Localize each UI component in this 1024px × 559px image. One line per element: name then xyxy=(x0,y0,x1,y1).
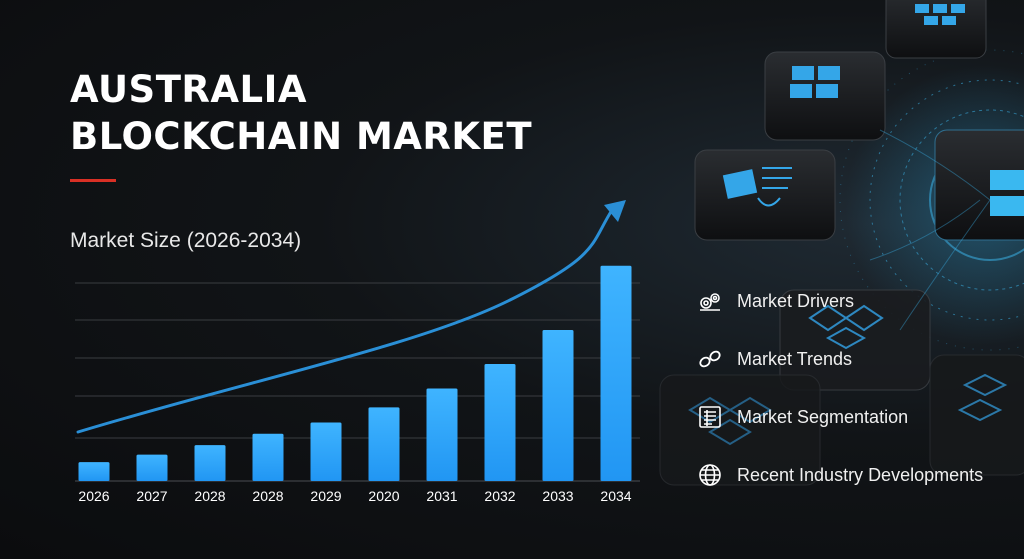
bar-2034 xyxy=(600,265,632,481)
trend-arrowhead xyxy=(604,200,626,222)
chart-subtitle: Market Size (2026-2034) xyxy=(70,229,302,252)
title-line-2: BLOCKCHAIN MARKET xyxy=(70,115,533,158)
page-title: AUSTRALIA BLOCKCHAIN MARKET xyxy=(70,66,532,160)
bar-2028 xyxy=(252,433,284,481)
x-tick-label: 2031 xyxy=(426,488,457,504)
x-tick-label: 2028 xyxy=(252,488,283,504)
bar-2033 xyxy=(542,329,574,481)
bar-2028 xyxy=(194,445,226,481)
bar-2029 xyxy=(310,422,342,481)
x-tick-label: 2033 xyxy=(542,488,573,504)
chain-link-icon xyxy=(699,350,721,368)
x-axis-labels: 2026 2027 2028 2028 2029 2020 2031 2032 2033 2034 xyxy=(78,488,631,504)
market-topics-list: Market Drivers Market Trends Market Segm… xyxy=(697,272,983,504)
bar-2020 xyxy=(368,407,400,481)
topic-label: Market Segmentation xyxy=(737,406,909,427)
x-tick-label: 2020 xyxy=(368,488,399,504)
gears-icon xyxy=(700,293,720,311)
chart-bars xyxy=(78,265,632,481)
topic-recent-industry-developments[interactable]: Recent Industry Developments xyxy=(697,446,983,504)
topic-market-segmentation[interactable]: Market Segmentation xyxy=(697,388,983,446)
bar-2027 xyxy=(136,454,168,481)
globe-icon xyxy=(699,464,721,486)
topic-label: Recent Industry Developments xyxy=(737,464,984,485)
trend-arrow xyxy=(76,200,626,434)
topic-label: Market Drivers xyxy=(737,290,855,311)
topic-label: Market Trends xyxy=(737,348,853,369)
report-icon xyxy=(699,406,721,428)
x-tick-label: 2027 xyxy=(136,488,167,504)
x-tick-label: 2029 xyxy=(310,488,341,504)
topic-market-trends[interactable]: Market Trends xyxy=(697,330,983,388)
trend-line xyxy=(76,208,614,434)
x-tick-label: 2026 xyxy=(78,488,109,504)
topic-market-drivers[interactable]: Market Drivers xyxy=(697,272,983,330)
bar-2031 xyxy=(426,388,458,481)
title-line-1: AUSTRALIA xyxy=(70,68,308,111)
x-tick-label: 2028 xyxy=(194,488,225,504)
bar-2026 xyxy=(78,462,110,481)
title-accent-divider xyxy=(70,179,116,182)
x-tick-label: 2034 xyxy=(600,488,631,504)
bar-2032 xyxy=(484,363,516,481)
x-tick-label: 2032 xyxy=(484,488,515,504)
cube-top xyxy=(885,0,987,59)
